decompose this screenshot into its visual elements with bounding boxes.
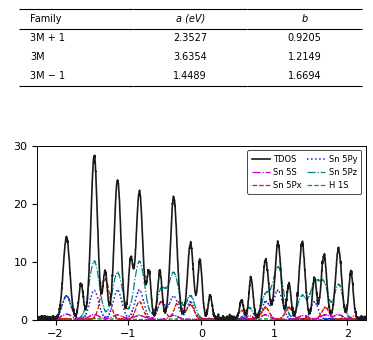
Sn 5Pz (52, 317, 56, 321)
Line: Sn 5Px: Sn 5Px (37, 278, 366, 320)
Sn 5Py (354, 317, 358, 321)
Sn 5Py (52, 317, 56, 321)
Sn 5Pz (354, 317, 358, 321)
H 1S (354, 318, 358, 322)
Sn 5Py (186, 303, 191, 307)
TDOS (195, 285, 200, 289)
Sn 5S (195, 317, 199, 321)
Sn 5S (186, 317, 191, 321)
Sn 5Pz (186, 296, 191, 300)
Sn 5S (354, 314, 358, 318)
Sn 5Px (186, 304, 191, 308)
Sn 5Px (354, 317, 358, 321)
TDOS (363, 317, 368, 321)
Sn 5Pz (92, 259, 97, 263)
Sn 5Pz (294, 307, 298, 311)
Sn 5Px (363, 317, 368, 321)
Sn 5S (64, 312, 68, 316)
H 1S (195, 318, 199, 322)
Sn 5Px (35, 317, 40, 321)
H 1S (186, 318, 191, 322)
Line: Sn 5S: Sn 5S (37, 314, 366, 320)
Sn 5Pz (195, 310, 199, 314)
Sn 5Pz (222, 318, 226, 322)
Sn 5Py (195, 313, 199, 317)
TDOS (354, 313, 358, 317)
Legend: TDOS, Sn 5S, Sn 5Px, Sn 5Py, Sn 5Pz, H 1S: TDOS, Sn 5S, Sn 5Px, Sn 5Py, Sn 5Pz, H 1… (247, 150, 361, 194)
Sn 5S (217, 318, 221, 322)
H 1S (35, 318, 40, 322)
H 1S (294, 317, 298, 321)
Line: Sn 5Py: Sn 5Py (37, 290, 366, 320)
Sn 5Px (103, 276, 108, 280)
TDOS (36, 318, 41, 322)
Sn 5S (354, 314, 358, 318)
Sn 5Px (294, 316, 298, 320)
TDOS (354, 314, 358, 319)
Sn 5Px (354, 318, 358, 322)
TDOS (186, 254, 191, 258)
Sn 5Py (294, 317, 298, 321)
H 1S (363, 318, 368, 322)
Sn 5Py (354, 317, 358, 321)
TDOS (294, 308, 298, 312)
Sn 5Py (35, 317, 40, 321)
Sn 5S (363, 317, 368, 321)
Line: Sn 5Pz: Sn 5Pz (37, 261, 366, 320)
Line: TDOS: TDOS (37, 155, 366, 320)
H 1S (93, 316, 97, 320)
Sn 5Pz (363, 317, 368, 321)
Sn 5S (294, 316, 298, 320)
H 1S (226, 318, 230, 322)
Sn 5S (52, 317, 56, 321)
Sn 5Py (343, 318, 348, 322)
TDOS (35, 314, 40, 319)
Sn 5Px (52, 318, 56, 322)
H 1S (354, 318, 358, 322)
Sn 5Pz (35, 318, 40, 322)
Sn 5Px (195, 314, 200, 318)
TDOS (52, 315, 56, 319)
Sn 5Py (115, 288, 120, 292)
Line: H 1S: H 1S (37, 318, 366, 320)
Sn 5S (35, 318, 40, 322)
Sn 5Py (363, 317, 368, 321)
H 1S (52, 317, 56, 321)
Sn 5Px (50, 318, 55, 322)
Sn 5Pz (354, 317, 358, 321)
TDOS (92, 153, 97, 157)
